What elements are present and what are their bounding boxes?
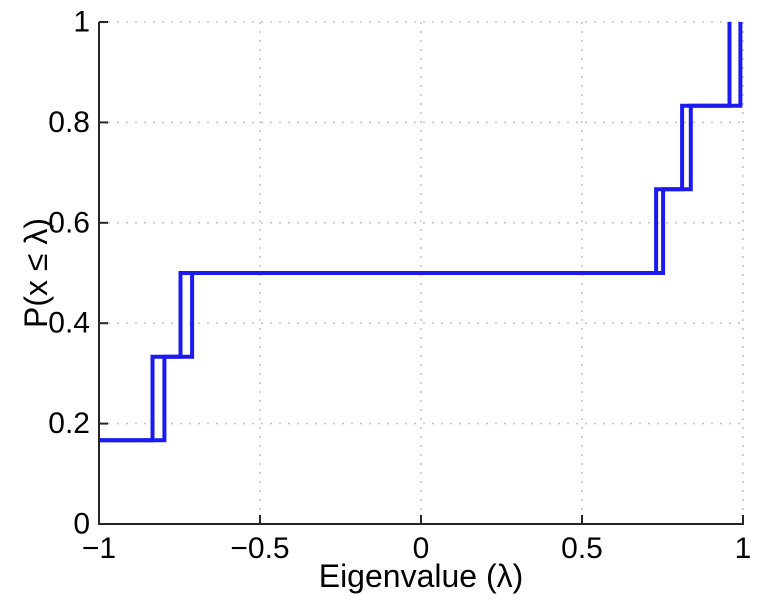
y-tick-label: 0 (73, 508, 90, 541)
ecdf-curve-1-step-line (99, 22, 732, 443)
x-tick-label: 0.5 (561, 532, 603, 565)
x-tick-label: −1 (82, 532, 116, 565)
ecdf-curve-2-step-line (99, 22, 743, 443)
x-axis-label: Eigenvalue (λ) (318, 558, 524, 594)
y-tick-label: 1 (73, 6, 90, 39)
y-tick-label: 0.6 (48, 206, 90, 239)
x-tick-label: −0.5 (230, 532, 289, 565)
y-tick-label: 0.4 (48, 307, 90, 340)
x-tick-label: 0 (413, 532, 430, 565)
y-tick-label: 0.8 (48, 106, 90, 139)
y-tick-label: 0.2 (48, 407, 90, 440)
x-tick-label: 1 (735, 532, 752, 565)
y-axis-label: P(x ≤ λ) (18, 218, 54, 328)
